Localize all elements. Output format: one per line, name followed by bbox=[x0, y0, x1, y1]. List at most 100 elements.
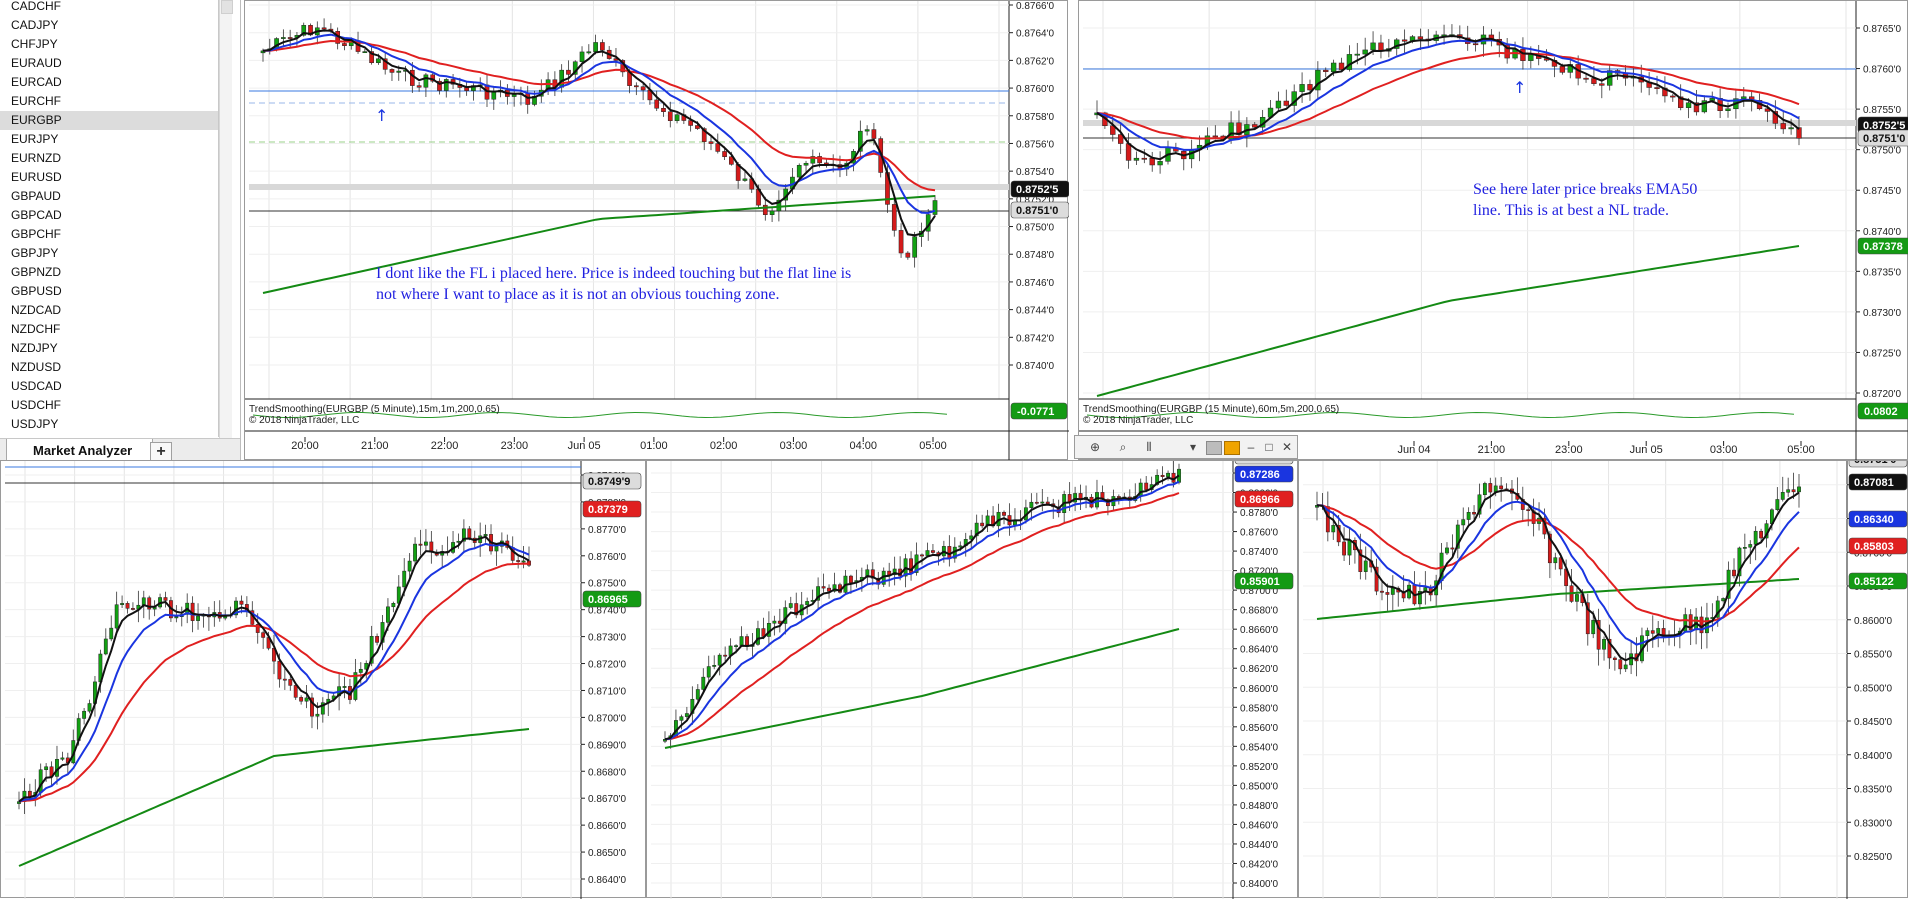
instrument-row[interactable]: EURJPY bbox=[11, 132, 59, 146]
candle bbox=[1678, 96, 1684, 108]
instrument-list-scrollbar[interactable] bbox=[219, 0, 233, 440]
candle bbox=[362, 51, 368, 54]
minimize-icon[interactable]: – bbox=[1247, 440, 1255, 454]
instrument-row[interactable]: CADJPY bbox=[11, 18, 59, 32]
candle bbox=[742, 178, 748, 181]
x-tick-label: 23:00 bbox=[501, 440, 529, 452]
price-tag-label: 0.8751'0 bbox=[1240, 461, 1282, 463]
close-icon[interactable]: ✕ bbox=[1281, 440, 1293, 454]
tab-market-analyzer[interactable]: Market Analyzer bbox=[6, 439, 154, 464]
columns-icon[interactable]: ⫴ bbox=[1146, 440, 1152, 454]
chart-eurgbp-15min[interactable]: 0.8765'0 0.8760'0 0.8755'0 0.8750'0 0.8745'0… bbox=[1078, 0, 1908, 461]
chart-bottom-left[interactable]: 0.8790'00.8780'00.8770'00.8760'00.8750'0… bbox=[0, 460, 646, 899]
candle bbox=[958, 545, 963, 548]
candle bbox=[1732, 569, 1736, 577]
x-tick-label: 04:00 bbox=[849, 440, 877, 452]
candle bbox=[287, 37, 293, 39]
x-tick-label: 02:00 bbox=[710, 440, 738, 452]
instrument-row[interactable]: EURCHF bbox=[11, 94, 61, 108]
dropdown-icon[interactable]: ▾ bbox=[1189, 440, 1197, 454]
instrument-row[interactable]: USDCHF bbox=[11, 398, 61, 412]
instrument-row[interactable]: USDCAD bbox=[11, 379, 62, 393]
instrument-row[interactable]: GBPJPY bbox=[11, 246, 59, 260]
y-tick-label: 0.8758'0 bbox=[1016, 112, 1054, 123]
instrument-row[interactable]: GBPCAD bbox=[11, 208, 62, 222]
instrument-row[interactable]: NZDUSD bbox=[11, 360, 61, 374]
indicator-label: TrendSmoothing(EURGBP (5 Minute),15m,1m,… bbox=[249, 404, 500, 415]
candle bbox=[1623, 664, 1628, 670]
candle bbox=[1547, 533, 1552, 564]
candle bbox=[1362, 49, 1368, 55]
candle bbox=[1354, 53, 1360, 56]
candle bbox=[715, 143, 721, 152]
chart-bottom-right[interactable]: 0.8850'00.8800'00.8750'00.8700'00.8650'0… bbox=[1298, 460, 1908, 899]
candle bbox=[293, 685, 298, 698]
instrument-row[interactable]: EURCAD bbox=[11, 75, 62, 89]
candle bbox=[708, 141, 714, 144]
y-tick-label: 0.8480'0 bbox=[1240, 801, 1278, 812]
zoom-icon[interactable]: ⌕ bbox=[1119, 440, 1127, 454]
candle bbox=[310, 697, 314, 717]
y-tick-label: 0.8540'0 bbox=[1240, 742, 1278, 753]
candle bbox=[805, 601, 810, 606]
gray-swatch-icon[interactable] bbox=[1206, 441, 1222, 455]
instrument-row[interactable]: GBPCHF bbox=[11, 227, 62, 241]
candle bbox=[734, 645, 739, 647]
candle bbox=[521, 560, 526, 563]
instrument-row[interactable]: NZDCAD bbox=[11, 303, 61, 317]
instrument-row[interactable]: EURGBP bbox=[0, 111, 218, 130]
candle bbox=[684, 713, 689, 717]
candle bbox=[776, 199, 782, 212]
candle bbox=[1073, 493, 1078, 503]
y-tick-label: 0.8710'0 bbox=[588, 686, 626, 697]
candle bbox=[1166, 472, 1170, 477]
instrument-row[interactable]: EURUSD bbox=[11, 170, 62, 184]
y-tick-label: 0.8756'0 bbox=[1016, 139, 1054, 150]
candle bbox=[277, 660, 282, 680]
add-tab-button[interactable]: + bbox=[150, 442, 172, 462]
instrument-row[interactable]: CADCHF bbox=[11, 0, 61, 13]
candle bbox=[1748, 544, 1753, 548]
y-tick-label: 0.8690'0 bbox=[588, 740, 626, 751]
instrument-row[interactable]: CHFJPY bbox=[11, 37, 58, 51]
candle bbox=[1472, 43, 1479, 46]
candle bbox=[1390, 587, 1395, 595]
candle bbox=[511, 94, 517, 97]
orange-swatch-icon[interactable] bbox=[1224, 441, 1240, 455]
instrument-row[interactable]: USDJPY bbox=[11, 417, 59, 431]
candle bbox=[1117, 134, 1124, 144]
price-tag bbox=[1848, 461, 1908, 468]
crosshair-icon[interactable]: ⊕ bbox=[1089, 440, 1101, 454]
candle bbox=[712, 664, 717, 667]
maximize-icon[interactable]: □ bbox=[1265, 440, 1273, 454]
candle bbox=[1394, 39, 1400, 49]
price-tag bbox=[582, 590, 642, 608]
candle bbox=[593, 42, 598, 52]
candle bbox=[1461, 519, 1466, 526]
chart-eurgbp-5min[interactable]: 0.8766'0 0.8764'0 0.8762'0 0.8760'0 0.8758'0… bbox=[244, 0, 1069, 461]
candle bbox=[1488, 483, 1493, 493]
y-tick-label: 0.8760'0 bbox=[1863, 65, 1901, 76]
instrument-row[interactable]: NZDCHF bbox=[11, 322, 61, 336]
instrument-row[interactable]: GBPUSD bbox=[11, 284, 62, 298]
candle bbox=[661, 107, 666, 112]
chart-bottom-middle[interactable]: 0.8820'00.8800'00.8780'00.8760'00.8740'0… bbox=[646, 460, 1298, 899]
instrument-row[interactable]: GBPNZD bbox=[11, 265, 62, 279]
y-tick-label: 0.8660'0 bbox=[588, 821, 626, 832]
ema-50-line bbox=[664, 492, 1180, 741]
candle bbox=[1144, 482, 1149, 490]
instrument-list[interactable]: CADCHF CADJPY CHFJPY EURAUD EURCAD EURCHF EURG… bbox=[0, 0, 219, 437]
candle bbox=[821, 586, 826, 589]
instrument-row[interactable]: EURAUD bbox=[11, 56, 62, 70]
candle bbox=[892, 568, 897, 576]
candle bbox=[1583, 77, 1589, 80]
candle bbox=[817, 156, 822, 164]
price-tag bbox=[1848, 537, 1908, 555]
instrument-row[interactable]: EURNZD bbox=[11, 151, 61, 165]
instrument-row[interactable]: GBPAUD bbox=[11, 189, 61, 203]
candle bbox=[407, 560, 412, 572]
y-tick-label: 0.8600'0 bbox=[1854, 616, 1892, 627]
instrument-row[interactable]: NZDJPY bbox=[11, 341, 58, 355]
candle bbox=[891, 204, 897, 231]
candle bbox=[1116, 496, 1121, 498]
